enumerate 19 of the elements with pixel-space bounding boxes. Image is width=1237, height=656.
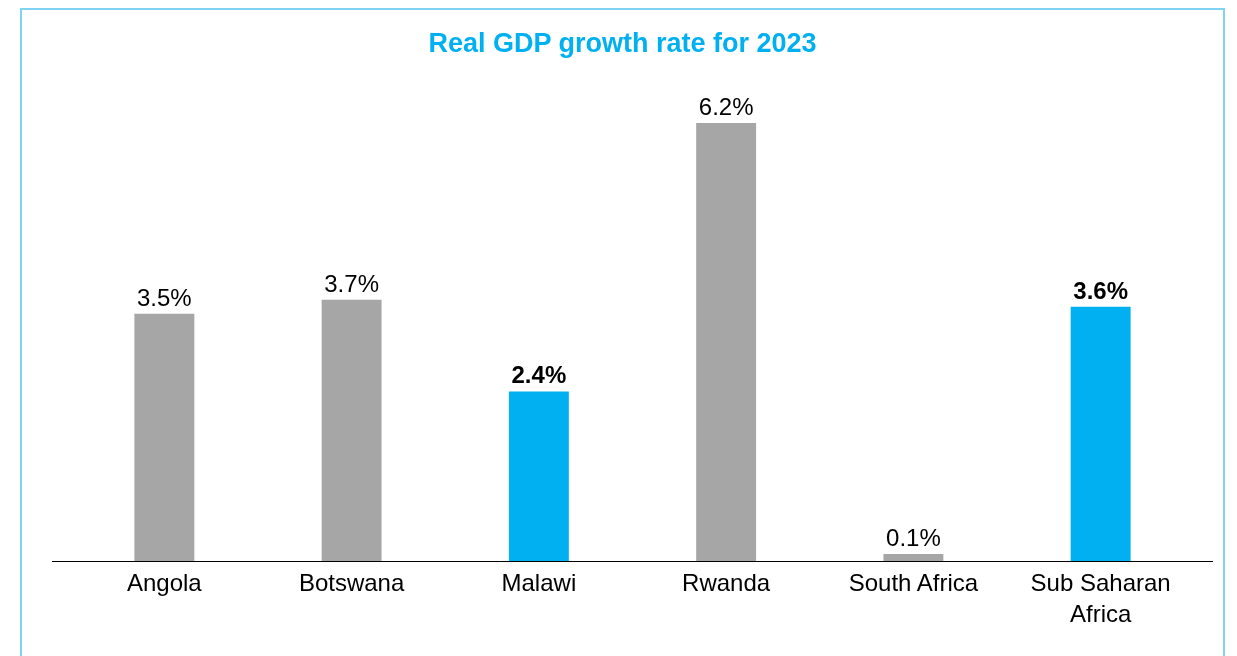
bar: [321, 299, 382, 561]
chart-title: Real GDP growth rate for 2023: [428, 27, 817, 58]
data-label: 3.6%: [1073, 276, 1128, 304]
x-tick-label: South Africa: [848, 568, 979, 596]
x-tick-label: Angola: [126, 568, 203, 596]
bar: [883, 553, 944, 561]
bar: [134, 313, 195, 561]
data-label: 3.5%: [137, 283, 192, 311]
x-tick-label: Rwanda: [682, 568, 771, 596]
bar: [696, 123, 757, 561]
bar: [1070, 306, 1131, 561]
x-tick-label: Malawi: [501, 568, 577, 596]
bar: [508, 391, 569, 561]
x-tick-label: Botswana: [298, 568, 405, 596]
data-label: 6.2%: [698, 93, 754, 121]
data-label: 3.7%: [324, 269, 379, 297]
data-label: 2.4%: [511, 361, 567, 389]
data-label: 0.1%: [886, 523, 941, 551]
x-tick-label: Sub Saharan Africa: [1030, 568, 1171, 627]
